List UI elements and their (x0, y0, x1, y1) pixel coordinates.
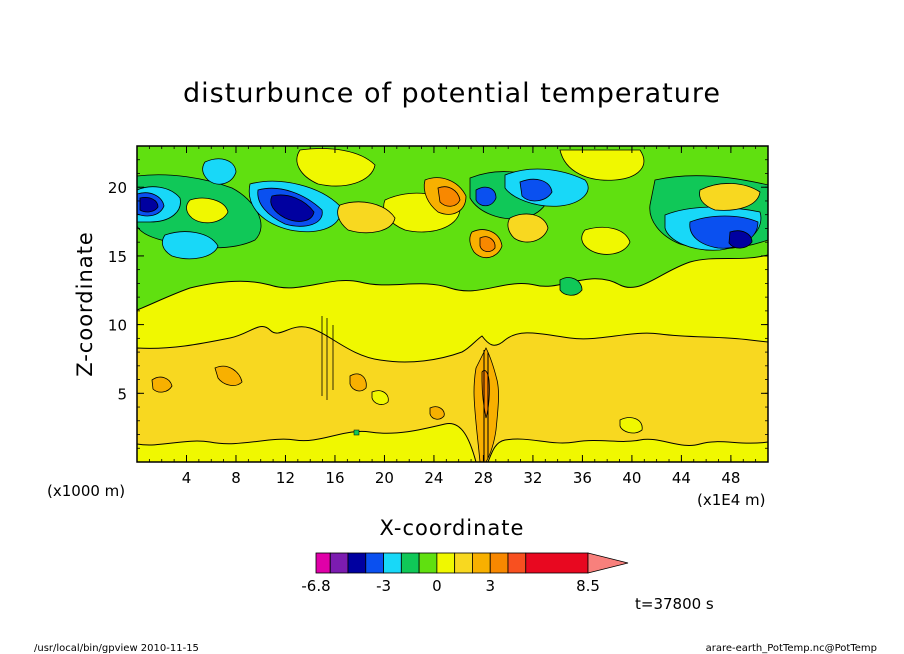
colorbar-segment (329, 552, 349, 574)
x-tick-label: 8 (231, 469, 241, 487)
orange-core-1 (437, 186, 461, 207)
green-speck (353, 429, 360, 436)
x-tick-label: 28 (474, 469, 493, 487)
x-tick-label: 48 (721, 469, 740, 487)
darkblue-core-2 (728, 230, 753, 249)
colorbar-segment (365, 552, 384, 574)
colorbar-label: -3 (376, 577, 391, 595)
blue-patch-5 (475, 186, 497, 207)
time-label: t=37800 s (635, 595, 714, 613)
x-tick-label: 16 (325, 469, 344, 487)
colorbar-segment (454, 552, 473, 574)
colorbar (315, 552, 629, 574)
orange-patch-4 (699, 183, 761, 211)
y-tick-label: 15 (108, 248, 127, 266)
orange-core-2 (479, 236, 496, 252)
colorbar-segment (383, 552, 402, 574)
upper-yellow-pocket-3 (559, 149, 645, 181)
orange-spot-3 (349, 373, 367, 392)
y-axis-ticks: 5 10 15 20 (108, 159, 768, 449)
colorbar-label: -6.8 (301, 577, 330, 595)
blue-patch-3 (519, 178, 553, 202)
yellow-spot-2 (619, 417, 643, 434)
x-axis-label: X-coordinate (380, 516, 525, 540)
x-axis-ticks: 4 8 12 16 20 24 28 32 36 40 44 48 (148, 146, 757, 487)
x-tick-label: 32 (523, 469, 542, 487)
colorbar-label: 0 (432, 577, 442, 595)
orange-patch-5 (507, 213, 549, 243)
x-tick-label: 4 (182, 469, 192, 487)
colorbar-labels: -6.8 -3 0 3 8.5 (301, 577, 600, 595)
orange-patch-3 (337, 201, 396, 234)
colorbar-arrow (587, 552, 629, 574)
x-scale-note: (x1E4 m) (697, 491, 766, 509)
orange-spot-4 (429, 406, 445, 420)
x-tick-label: 20 (375, 469, 394, 487)
colorbar-segment (436, 552, 456, 574)
colorbar-segment (418, 552, 438, 574)
y-tick-label: 10 (108, 317, 127, 335)
colorbar-segment (315, 552, 331, 574)
colorbar-segment (400, 552, 420, 574)
y-tick-label: 5 (117, 385, 127, 403)
colorbar-segment (525, 552, 589, 574)
upper-yellow-pocket-4 (186, 197, 229, 224)
upper-yellow-pocket-1 (296, 148, 376, 187)
colorbar-label: 8.5 (576, 577, 600, 595)
x-tick-label: 24 (424, 469, 443, 487)
footer-left: /usr/local/bin/gpview 2010-11-15 (34, 643, 199, 654)
cyan-patch-3 (161, 231, 219, 260)
darkblue-core-1 (270, 194, 315, 222)
colorbar-segment (347, 552, 367, 574)
colorbar-segment (507, 552, 527, 574)
x-tick-label: 44 (672, 469, 691, 487)
colorbar-segment (472, 552, 491, 574)
y-tick-label: 20 (108, 179, 127, 197)
yellow-spot-1 (371, 390, 389, 405)
orange-spot-1 (151, 376, 173, 393)
x-tick-label: 36 (573, 469, 592, 487)
contour-field (137, 146, 768, 462)
colorbar-segment (489, 552, 509, 574)
darkblue-core-3 (139, 197, 159, 213)
footer-right: arare-earth_PotTemp.nc@PotTemp (706, 643, 877, 654)
x-tick-label: 12 (276, 469, 295, 487)
x-tick-label: 40 (622, 469, 641, 487)
upper-yellow-pocket-5 (581, 226, 631, 255)
y-axis-label: Z-coordinate (73, 231, 97, 377)
chart-title: disturbunce of potential temperature (183, 78, 721, 109)
x-unit-label: (x1000 m) (47, 482, 125, 500)
colorbar-label: 3 (485, 577, 495, 595)
mid-orange-band (137, 325, 768, 462)
green-spot-upper (559, 277, 583, 296)
cyan-patch-6 (202, 158, 237, 185)
orange-spot-2 (214, 365, 243, 386)
plot-frame (136, 145, 769, 463)
